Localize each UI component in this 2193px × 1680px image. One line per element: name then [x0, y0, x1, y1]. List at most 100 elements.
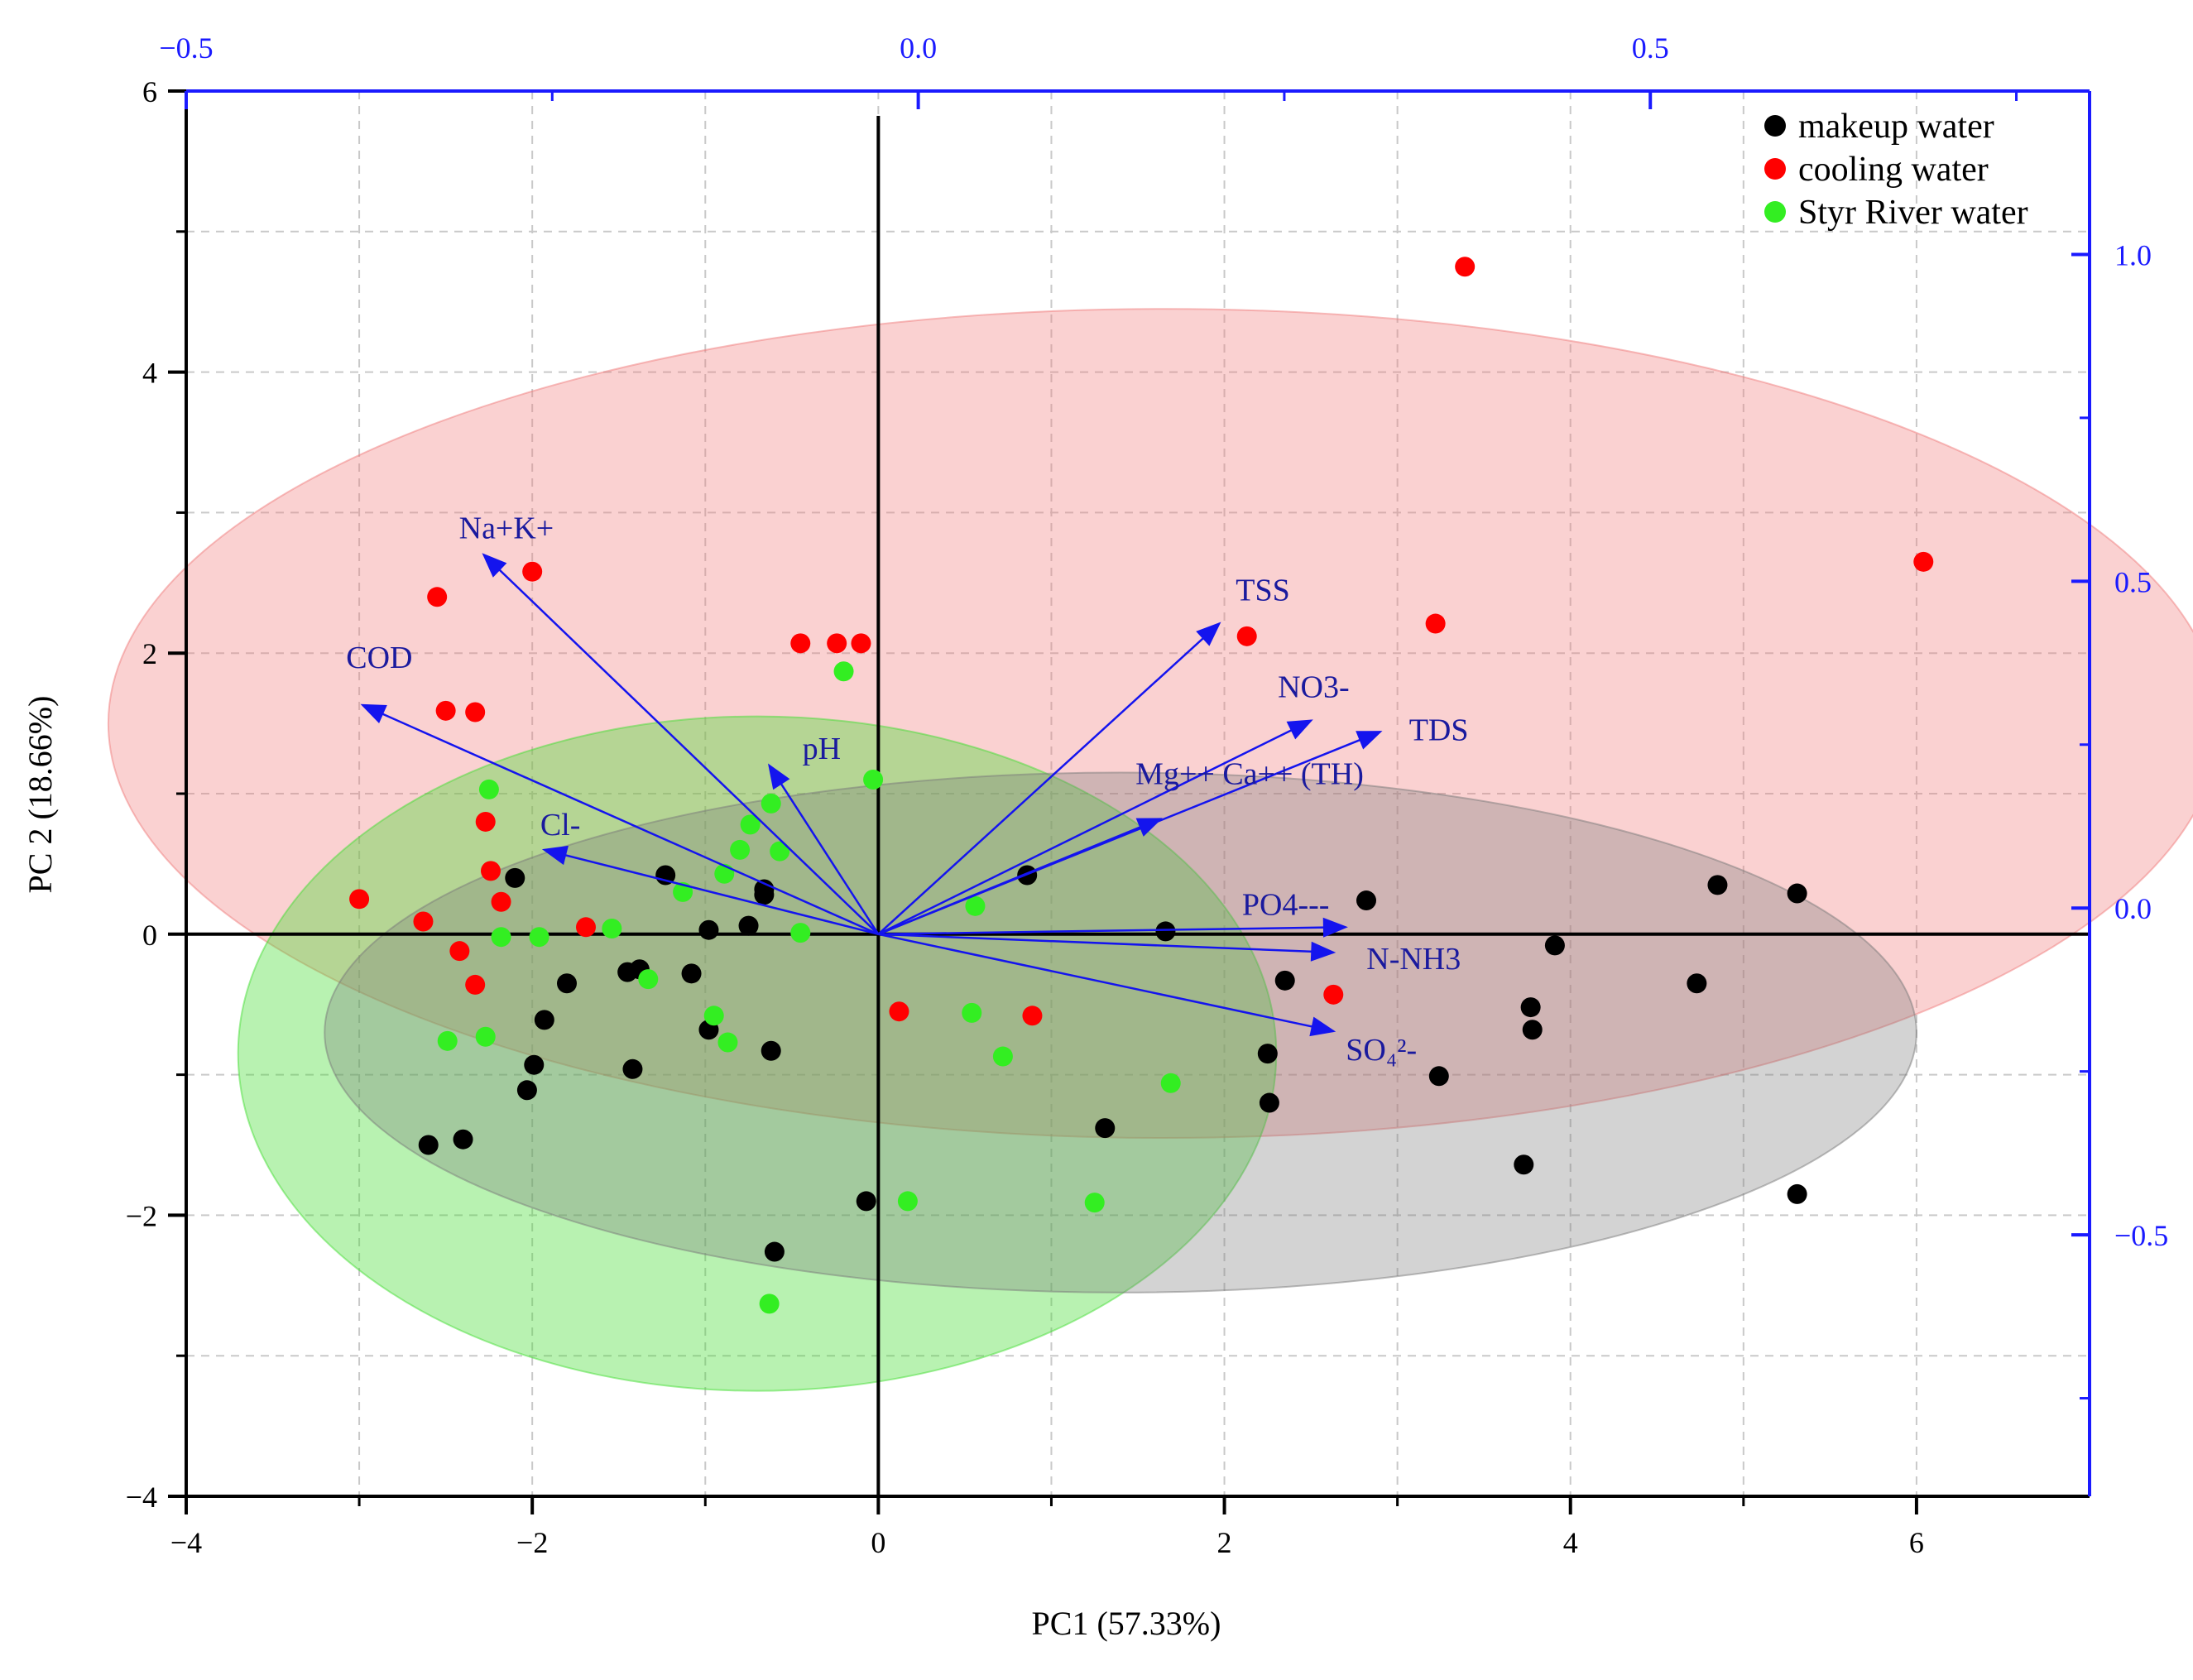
- point-styr-river-water: [478, 779, 499, 799]
- point-makeup-water: [1155, 921, 1176, 942]
- point-makeup-water: [622, 1058, 643, 1079]
- right-tick-label: 1.0: [2114, 238, 2152, 271]
- point-cooling-water: [522, 561, 543, 582]
- point-cooling-water: [1425, 613, 1446, 634]
- loading-label: NO3-: [1278, 670, 1350, 705]
- loading-label: Na+K+: [459, 511, 554, 545]
- loading-arrow-1: [360, 703, 879, 935]
- loading-label: pH: [803, 732, 841, 766]
- point-cooling-water: [413, 911, 434, 932]
- point-styr-river-water: [897, 1191, 918, 1212]
- x-axis-title: PC1 (57.33%): [1032, 1605, 1221, 1642]
- point-makeup-water: [1356, 890, 1376, 911]
- point-styr-river-water: [740, 814, 761, 835]
- point-makeup-water: [1707, 875, 1728, 895]
- point-cooling-water: [465, 974, 486, 995]
- x-tick-label: −4: [170, 1526, 202, 1559]
- score-points: [349, 257, 1934, 1314]
- x-tick-label: −2: [516, 1526, 548, 1559]
- confidence-ellipses: [108, 308, 2193, 1392]
- loading-arrow-5: [877, 719, 1313, 935]
- point-styr-river-water: [863, 770, 884, 790]
- point-makeup-water: [1259, 1092, 1279, 1113]
- point-styr-river-water: [790, 923, 811, 943]
- point-styr-river-water: [491, 927, 511, 948]
- point-styr-river-water: [992, 1046, 1013, 1067]
- loading-label: COD: [346, 641, 412, 675]
- point-cooling-water: [851, 633, 871, 654]
- ellipse-makeup-water: [324, 771, 1917, 1294]
- legend-item-cooling-water-marker: [1764, 158, 1786, 180]
- point-cooling-water: [1236, 626, 1257, 646]
- point-makeup-water: [1544, 935, 1565, 956]
- point-makeup-water: [524, 1054, 545, 1075]
- point-makeup-water: [856, 1191, 876, 1212]
- point-cooling-water: [427, 587, 448, 607]
- point-cooling-water: [481, 861, 501, 881]
- point-cooling-water: [576, 917, 596, 938]
- point-styr-river-water: [962, 1002, 982, 1023]
- y-axis-title: PC 2 (18.66%): [22, 696, 59, 894]
- point-cooling-water: [827, 633, 847, 654]
- y-tick-label: −2: [126, 1199, 157, 1232]
- loading-arrow-9: [878, 933, 1336, 962]
- point-makeup-water: [754, 879, 775, 900]
- loading-arrow-10: [878, 933, 1336, 1037]
- point-cooling-water: [1323, 984, 1344, 1005]
- right-tick-label: 0.0: [2114, 892, 2152, 925]
- legend-item-cooling-water-label: cooling water: [1798, 151, 1989, 189]
- point-makeup-water: [698, 919, 719, 940]
- legend-item-styr-river-water-marker: [1764, 201, 1786, 223]
- point-makeup-water: [516, 1080, 537, 1101]
- point-styr-river-water: [703, 1006, 724, 1026]
- point-cooling-water: [475, 811, 496, 832]
- loading-label: TSS: [1236, 574, 1289, 608]
- legend-item-makeup-water-marker: [1764, 115, 1786, 137]
- x-tick-label: 2: [1217, 1526, 1232, 1559]
- top-tick-label: 0.0: [900, 31, 937, 65]
- point-makeup-water: [418, 1135, 439, 1155]
- point-makeup-water: [1428, 1066, 1449, 1087]
- point-makeup-water: [1274, 970, 1295, 991]
- loading-arrow-7: [877, 818, 1163, 935]
- point-cooling-water: [1455, 257, 1476, 277]
- point-styr-river-water: [1084, 1193, 1105, 1213]
- point-styr-river-water: [437, 1030, 458, 1051]
- loading-label: Cl-: [540, 808, 581, 842]
- loading-label: TDS: [1409, 713, 1469, 747]
- point-cooling-water: [449, 941, 470, 962]
- point-makeup-water: [534, 1010, 554, 1030]
- top-tick-label: 0.5: [1632, 31, 1669, 65]
- loading-arrow-8: [878, 917, 1348, 938]
- loading-label: Mg++ Ca++ (TH): [1135, 757, 1364, 792]
- point-makeup-water: [505, 867, 525, 888]
- point-styr-river-water: [730, 839, 751, 860]
- point-styr-river-water: [1160, 1073, 1181, 1093]
- loading-arrow-3: [541, 845, 879, 936]
- point-cooling-water: [349, 889, 370, 910]
- point-makeup-water: [1522, 1020, 1543, 1040]
- point-makeup-water: [1787, 1183, 1807, 1204]
- point-makeup-water: [1257, 1044, 1278, 1064]
- x-tick-label: 0: [871, 1526, 885, 1559]
- point-makeup-water: [1787, 883, 1807, 904]
- y-tick-label: 0: [142, 919, 157, 952]
- point-styr-river-water: [602, 919, 622, 939]
- point-styr-river-water: [638, 969, 659, 990]
- loading-arrow-4: [877, 622, 1221, 935]
- point-makeup-water: [681, 963, 702, 984]
- x-tick-label: 6: [1909, 1526, 1924, 1559]
- loading-label: SO₄²-: [1346, 1033, 1417, 1068]
- top-tick-label: −0.5: [159, 31, 213, 65]
- point-makeup-water: [738, 915, 759, 936]
- point-makeup-water: [453, 1129, 473, 1150]
- point-styr-river-water: [717, 1032, 738, 1053]
- point-styr-river-water: [965, 895, 986, 916]
- right-tick-label: 0.5: [2114, 565, 2152, 598]
- y-tick-label: 4: [142, 357, 157, 390]
- point-cooling-water: [435, 700, 456, 721]
- legend-item-styr-river-water-label: Styr River water: [1798, 194, 2028, 232]
- point-cooling-water: [1913, 551, 1934, 572]
- loading-arrow-2: [768, 763, 880, 935]
